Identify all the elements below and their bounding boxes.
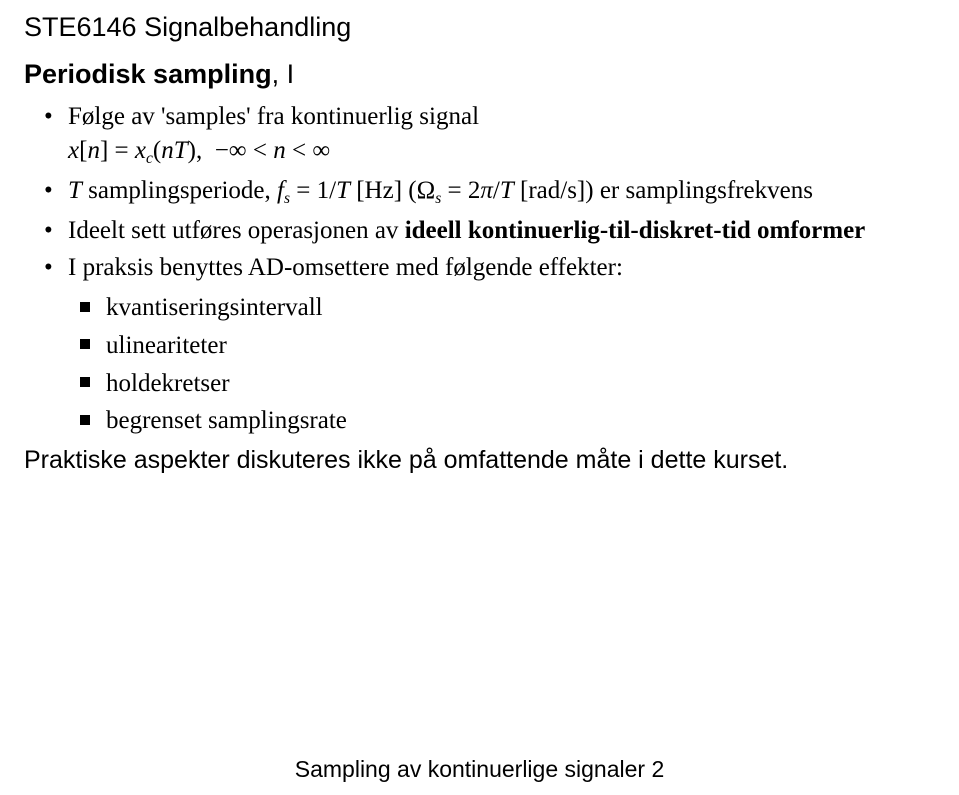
b3-pre: Ideelt sett utføres operasjonen av bbox=[68, 217, 405, 244]
slide-heading: Periodisk sampling, I bbox=[24, 59, 935, 90]
list-item: T samplingsperiode, fs = 1/T [Hz] (Ωs = … bbox=[68, 174, 935, 210]
b2-text: T samplingsperiode, fs = 1/T [Hz] (Ωs = … bbox=[68, 177, 813, 204]
list-item: Ideelt sett utføres operasjonen av ideel… bbox=[68, 214, 935, 248]
list-item: begrenset samplingsrate bbox=[106, 404, 935, 438]
b1-text: Følge av 'samples' fra kontinuerlig sign… bbox=[68, 103, 479, 130]
list-item: holdekretser bbox=[106, 367, 935, 401]
list-item: ulineariteter bbox=[106, 329, 935, 363]
list-item: kvantiseringsintervall bbox=[106, 291, 935, 325]
slide-root: STE6146 Signalbehandling Periodisk sampl… bbox=[0, 0, 959, 795]
bullet-list: Følge av 'samples' fra kontinuerlig sign… bbox=[24, 100, 935, 438]
list-item: I praksis benyttes AD-omsettere med følg… bbox=[68, 251, 935, 438]
list-item: Følge av 'samples' fra kontinuerlig sign… bbox=[68, 100, 935, 170]
closing-text: Praktiske aspekter diskuteres ikke på om… bbox=[24, 444, 935, 477]
heading-rest: , I bbox=[272, 59, 295, 89]
formula-1: x[n] = xc(nT), −∞ < n < ∞ bbox=[68, 137, 330, 164]
course-title: STE6146 Signalbehandling bbox=[24, 12, 935, 43]
b4-text: I praksis benyttes AD-omsettere med følg… bbox=[68, 254, 623, 281]
b3-bold: ideell kontinuerlig-til-diskret-tid omfo… bbox=[405, 217, 866, 244]
heading-bold: Periodisk sampling bbox=[24, 59, 272, 89]
footer: Sampling av kontinuerlige signaler 2 bbox=[0, 756, 959, 783]
sub-bullet-list: kvantiseringsintervall ulineariteter hol… bbox=[68, 291, 935, 438]
